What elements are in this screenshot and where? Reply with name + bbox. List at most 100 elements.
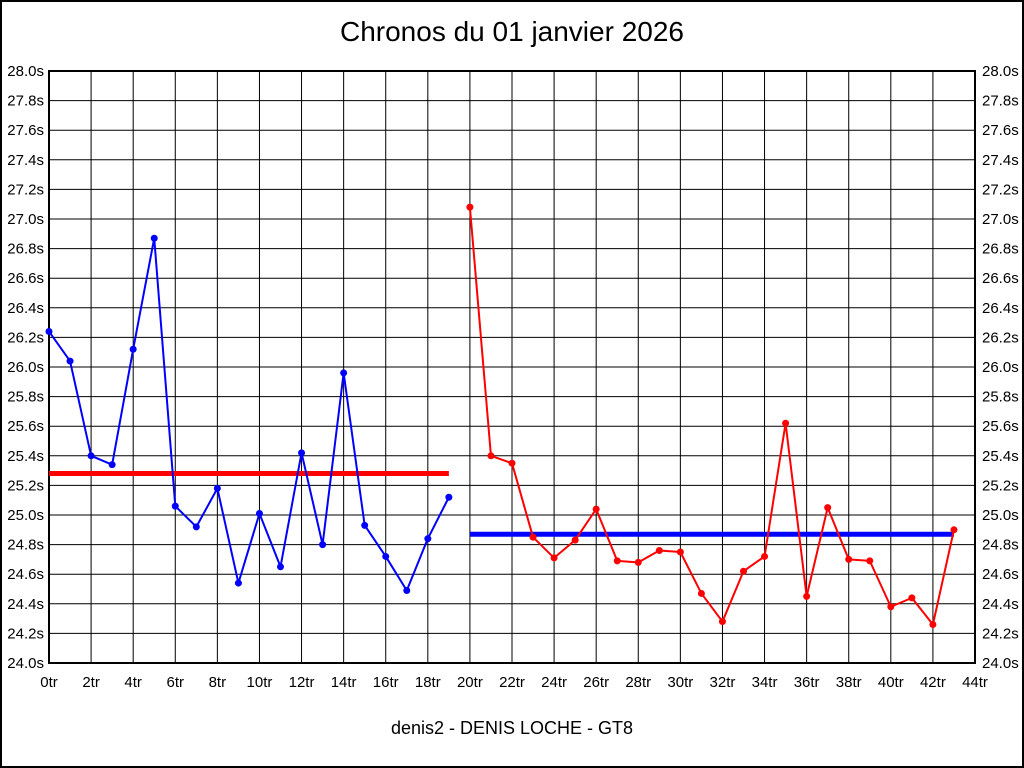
y-tick-label-right: 25.2s [982, 477, 1019, 494]
data-point [277, 563, 284, 571]
y-tick-label-left: 27.2s [7, 181, 44, 198]
x-tick-label: 42tr [920, 674, 946, 691]
y-tick-label-left: 25.6s [7, 418, 44, 435]
x-tick-label: 26tr [583, 674, 609, 691]
x-tick-label: 16tr [373, 674, 399, 691]
y-tick-label-left: 25.4s [7, 448, 44, 465]
data-point [66, 357, 74, 365]
data-point [697, 589, 705, 597]
y-tick-label-left: 26.0s [7, 359, 44, 376]
data-point [824, 504, 832, 512]
data-point [382, 552, 390, 560]
data-point [255, 510, 263, 518]
data-point [613, 557, 621, 565]
data-point [529, 533, 537, 541]
y-tick-label-left: 24.8s [7, 537, 44, 554]
data-point [340, 369, 348, 377]
data-point [740, 567, 747, 575]
data-point [718, 618, 726, 626]
y-tick-label-right: 28.0s [982, 63, 1019, 80]
x-tick-label: 14tr [331, 674, 357, 691]
y-tick-label-right: 24.0s [982, 655, 1019, 672]
y-tick-label-right: 24.8s [982, 537, 1019, 554]
chart-subtitle: denis2 - DENIS LOCHE - GT8 [390, 718, 634, 738]
y-tick-label-left: 26.2s [7, 329, 44, 346]
y-tick-label-right: 24.6s [982, 566, 1019, 583]
y-tick-label-left: 24.0s [7, 655, 44, 672]
x-tick-label: 24tr [541, 674, 567, 691]
y-tick-label-right: 26.6s [982, 270, 1019, 287]
plot-border [48, 70, 976, 664]
data-point [424, 535, 432, 543]
y-tick-label-left: 26.4s [7, 300, 44, 317]
data-point [508, 459, 516, 467]
y-tick-label-right: 27.0s [982, 211, 1019, 228]
x-tick-label: 2tr [82, 674, 100, 691]
x-tick-label: 38tr [836, 674, 862, 691]
y-tick-label-right: 24.4s [982, 596, 1019, 613]
data-point [887, 603, 895, 611]
data-point [571, 536, 579, 544]
data-point [950, 526, 958, 534]
x-tick-label: 12tr [289, 674, 315, 691]
y-tick-label-right: 26.2s [982, 329, 1019, 346]
session-1-blue-line [48, 237, 450, 592]
y-tick-label-right: 25.6s [982, 418, 1019, 435]
data-point [129, 345, 137, 353]
data-point [466, 203, 474, 211]
chart-title: Chronos du 01 janvier 2026 [339, 16, 684, 47]
y-tick-label-right: 27.8s [982, 93, 1019, 110]
x-tick-label: 36tr [794, 674, 820, 691]
data-point [213, 484, 221, 492]
data-point [866, 557, 874, 565]
data-point [550, 554, 558, 562]
y-tick-label-right: 27.6s [982, 122, 1019, 139]
x-tick-label: 18tr [415, 674, 441, 691]
data-point [803, 592, 811, 600]
x-tick-label: 22tr [499, 674, 525, 691]
data-point [298, 449, 306, 457]
data-point [45, 327, 53, 335]
x-tick-label: 28tr [625, 674, 651, 691]
data-point [192, 523, 200, 531]
x-tick-label: 8tr [209, 674, 227, 691]
data-point [487, 452, 495, 460]
x-tick-label: 0tr [40, 674, 58, 691]
y-tick-label-left: 28.0s [7, 63, 44, 80]
data-point [676, 548, 684, 556]
data-point [782, 419, 790, 427]
session-2-red-line [468, 207, 955, 626]
y-tick-label-right: 25.4s [982, 448, 1019, 465]
y-tick-label-left: 27.8s [7, 93, 44, 110]
y-tick-label-right: 27.4s [982, 152, 1019, 169]
y-tick-label-left: 27.4s [7, 152, 44, 169]
data-point [445, 493, 453, 501]
data-point [655, 547, 663, 555]
x-tick-label: 30tr [667, 674, 693, 691]
x-tick-label: 40tr [878, 674, 904, 691]
x-tick-label: 20tr [457, 674, 483, 691]
y-tick-label-right: 27.2s [982, 181, 1019, 198]
data-point [108, 461, 116, 469]
y-tick-label-left: 26.8s [7, 241, 44, 258]
data-point [929, 621, 937, 629]
data-point [150, 234, 158, 242]
y-tick-label-right: 25.0s [982, 507, 1019, 524]
y-tick-label-left: 25.8s [7, 389, 44, 406]
data-point [361, 521, 369, 529]
y-tick-label-right: 25.8s [982, 389, 1019, 406]
data-point [845, 555, 853, 563]
y-tick-label-right: 26.0s [982, 359, 1019, 376]
data-point [592, 505, 600, 513]
data-point [761, 552, 769, 560]
x-tick-label: 4tr [124, 674, 142, 691]
y-tick-label-left: 27.0s [7, 211, 44, 228]
x-tick-label: 44tr [962, 674, 988, 691]
y-tick-label-left: 27.6s [7, 122, 44, 139]
data-point [908, 594, 916, 602]
y-tick-label-left: 24.4s [7, 596, 44, 613]
data-point [634, 558, 642, 566]
y-tick-label-right: 26.8s [982, 241, 1019, 258]
